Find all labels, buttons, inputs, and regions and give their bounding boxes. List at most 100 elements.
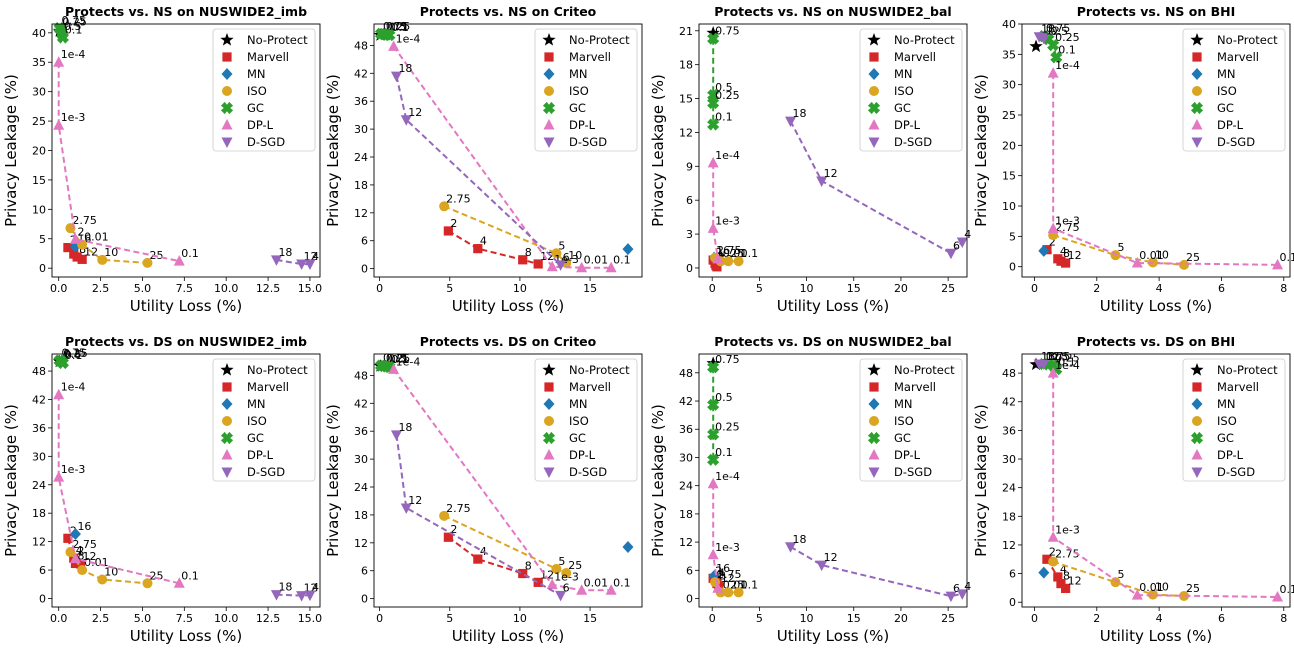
point-d-sgd xyxy=(816,560,828,572)
point-no-protect xyxy=(706,26,720,39)
legend-label-d-sgd: D-SGD xyxy=(894,135,932,149)
legend-marker-mn xyxy=(868,398,880,410)
point-label: 0.25 xyxy=(715,89,740,102)
legend: No-Protect Marvell MN ISO GC DP-L D-SGD xyxy=(859,28,963,152)
point-label: 4 xyxy=(312,250,319,263)
point-iso xyxy=(551,248,562,259)
x-tick-label: 5.0 xyxy=(134,612,152,625)
y-tick-label: 15 xyxy=(32,174,46,187)
legend: No-Protect Marvell MN ISO GC DP-L D-SGD xyxy=(212,358,316,482)
x-tick-label: 7.5 xyxy=(176,282,194,295)
y-axis-label: Privacy Leakage (%) xyxy=(2,404,20,557)
point-gc xyxy=(707,453,720,466)
x-tick-label: 7.5 xyxy=(176,612,194,625)
point-label: 6 xyxy=(953,239,960,252)
series-line-d-sgd xyxy=(789,545,963,598)
point-iso xyxy=(142,578,153,589)
point-label: 18 xyxy=(793,533,807,546)
y-axis-label: Privacy Leakage (%) xyxy=(324,404,342,557)
point-marvell xyxy=(70,558,81,569)
chart-title: Protects vs. NS on Criteo xyxy=(420,4,597,19)
point-marvell xyxy=(63,242,73,253)
legend-label-no-protect: No-Protect xyxy=(894,33,955,47)
point-dp-l xyxy=(605,261,617,273)
point-label: 2 xyxy=(450,523,457,536)
point-d-sgd xyxy=(296,259,308,271)
legend-label-no-protect: No-Protect xyxy=(247,363,308,377)
point-marvell xyxy=(518,255,528,265)
point-label: 12 xyxy=(824,167,838,180)
point-dp-l xyxy=(173,577,185,588)
legend-marker-gc xyxy=(867,431,881,445)
point-label: 2.75 xyxy=(72,214,97,227)
point-label: 25 xyxy=(1186,582,1200,595)
point-label: 8 xyxy=(77,549,84,562)
point-marvell xyxy=(1056,579,1066,589)
point-label: 2 xyxy=(77,225,84,238)
point-label: 4 xyxy=(1060,563,1067,576)
point-label: 0.5 xyxy=(715,81,733,94)
legend-label-marvell: Marvell xyxy=(1217,380,1259,394)
legend-label-no-protect: No-Protect xyxy=(569,363,630,377)
x-tick-label: 6 xyxy=(1218,282,1225,295)
point-label: 1e-4 xyxy=(61,48,86,61)
series-line-dp-l xyxy=(57,394,180,585)
legend-box xyxy=(534,358,638,482)
x-tick-label: 10.0 xyxy=(214,612,239,625)
series-line-d-sgd xyxy=(395,75,562,266)
legend-label-marvell: Marvell xyxy=(569,380,611,394)
plot-frame xyxy=(698,353,968,608)
point-label: 2 xyxy=(1049,236,1056,249)
legend-marker-iso xyxy=(1192,416,1202,426)
legend-marker-mn xyxy=(1191,68,1203,80)
point-dp-l xyxy=(546,260,558,272)
point-label: 4 xyxy=(717,249,724,262)
legend-marker-iso xyxy=(222,416,232,426)
point-label: 12 xyxy=(1046,350,1060,363)
x-tick-label: 0.0 xyxy=(50,612,68,625)
point-dp-l xyxy=(1047,367,1059,378)
legend-marker-d-sgd xyxy=(868,467,880,478)
point-d-sgd xyxy=(555,590,567,602)
point-label: 18 xyxy=(793,107,807,120)
x-tick-label: 12.5 xyxy=(256,612,281,625)
legend-label-no-protect: No-Protect xyxy=(247,33,308,47)
point-label: 1e-4 xyxy=(1055,59,1080,72)
point-iso xyxy=(1147,589,1158,600)
y-tick-label: 30 xyxy=(679,451,693,464)
x-tick-label: 15 xyxy=(847,612,861,625)
legend-marker-dp-l xyxy=(1191,449,1203,460)
point-dp-l xyxy=(605,584,617,595)
y-tick-label: 18 xyxy=(354,179,368,192)
point-marvell xyxy=(443,226,453,236)
point-gc xyxy=(56,356,69,370)
point-label: 0.1 xyxy=(391,353,409,366)
legend-label-dp-l: DP-L xyxy=(247,118,274,132)
y-tick-label: 6 xyxy=(1009,568,1016,581)
point-iso xyxy=(77,565,88,576)
point-label: 1e-3 xyxy=(61,463,86,476)
point-d-sgd xyxy=(270,590,282,601)
point-label: 0.1 xyxy=(1058,43,1076,56)
series-line-marvell xyxy=(447,536,539,584)
legend-label-mn: MN xyxy=(247,67,266,81)
legend-marker-marvell xyxy=(869,382,879,392)
x-tick-label: 5 xyxy=(446,612,453,625)
y-tick-label: 48 xyxy=(679,367,693,380)
point-iso xyxy=(723,587,734,598)
x-axis-label: Utility Loss (%) xyxy=(452,627,565,645)
point-label: 6 xyxy=(953,582,960,595)
point-label: 0.1 xyxy=(181,247,199,260)
y-tick-label: 5 xyxy=(39,233,46,246)
point-label: 0.01 xyxy=(584,576,609,589)
point-label: 5 xyxy=(558,555,565,568)
x-tick-label: 25 xyxy=(941,612,955,625)
point-label: 2.75 xyxy=(717,244,742,257)
point-dp-l xyxy=(53,56,65,67)
x-tick-label: 0 xyxy=(709,612,716,625)
legend-label-marvell: Marvell xyxy=(894,50,936,64)
point-gc xyxy=(707,96,720,110)
point-d-sgd xyxy=(1038,359,1050,371)
